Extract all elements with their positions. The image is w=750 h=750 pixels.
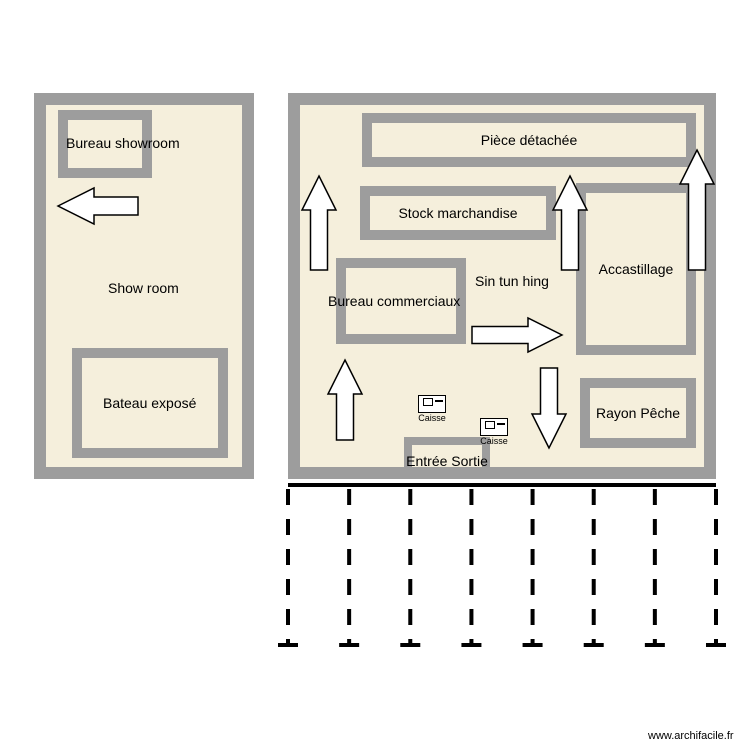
label-entree-sortie: Entrée Sortie [404,453,490,469]
label-rayon-peche: Rayon Pêche [580,405,696,421]
caisse-2: Caisse [480,418,508,446]
label-bureau-showroom: Bureau showroom [66,135,180,151]
label-accastillage: Accastillage [576,261,696,277]
label-bureau-commerciaux: Bureau commerciaux [328,293,460,309]
label-show-room: Show room [108,280,179,296]
label-stock-marchandise: Stock marchandise [360,205,556,221]
label-piece-detachee: Pièce détachée [362,132,696,148]
label-sin-tun-hing: Sin tun hing [475,273,549,289]
watermark: www.archifacile.fr [648,730,734,742]
caisse-1: Caisse [418,395,446,423]
label-bateau-expose: Bateau exposé [103,395,196,411]
